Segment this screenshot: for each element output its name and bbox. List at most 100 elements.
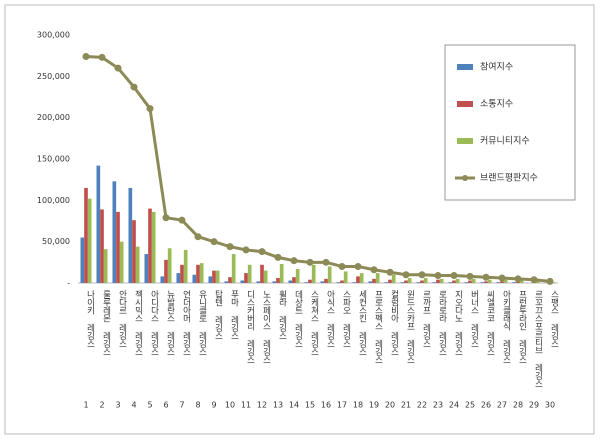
legend-label: 커뮤니티지수 [480,136,530,147]
x-tick-label: 탑텐 레깅스 [213,289,223,339]
x-tick-label: 안다르 레깅스 [117,289,127,347]
line-marker [242,246,250,254]
rank-label: 5 [147,401,152,410]
rank-label: 28 [513,401,523,410]
bar [439,278,444,283]
line-marker [162,214,170,222]
line-marker [338,262,346,270]
bar [391,274,396,283]
x-tick-label: 아디다스 레깅스 [149,289,159,355]
bar [503,279,508,283]
bar [487,279,492,283]
bar [148,208,152,283]
y-tick-label: - [67,279,70,288]
bar [368,281,373,283]
bar [135,246,140,283]
x-tick-label: 세컨스킨 레깅스 [357,290,367,356]
line-marker [226,243,234,251]
x-tick-label: 룰루레몬 레깅스 [101,290,111,356]
bar [343,271,348,283]
bar [551,282,556,283]
line-marker [546,277,554,285]
x-tick-label: 지오다노 레깅스 [453,290,463,356]
line-marker [290,257,298,265]
x-tick-label: 아식스 레깅스 [325,289,335,347]
bar [292,277,296,283]
bar [484,281,488,283]
line-marker [130,83,138,91]
bar [164,259,168,283]
rank-label: 1 [83,401,88,410]
bar [327,266,332,283]
rank-label: 12 [257,401,267,410]
rank-label: 4 [131,401,136,410]
bar [151,211,156,283]
bar [400,282,405,283]
bar [231,254,236,283]
bar [311,264,316,283]
line-marker [418,271,426,279]
x-tick-label: 버너스 레깅스 [469,289,479,347]
bar [519,280,524,283]
bar [192,274,197,283]
line-marker [514,275,522,283]
bar [452,280,456,283]
bar [320,281,325,283]
bar [352,282,357,283]
rank-label: 27 [497,401,507,410]
line-marker [98,53,106,61]
bar [464,282,469,283]
bar [116,211,120,283]
x-tick-label: 윈드스카프 레깅스 [405,290,415,364]
bar [468,280,472,283]
x-tick-label: 르꼬끄스포르티브 레깅스 [533,290,543,388]
bar [324,278,328,283]
x-tick-label: 나이키 레깅스 [85,290,95,348]
bar [448,282,453,283]
bar [84,187,88,283]
rank-label: 2 [99,401,104,410]
rank-label: 21 [401,401,411,410]
bar [103,249,108,283]
bar [183,249,188,283]
rank-label: 18 [353,401,363,410]
rank-label: 22 [417,401,427,410]
bar [359,273,364,283]
rank-label: 15 [305,401,315,410]
bar [167,248,172,283]
legend-box [444,44,576,201]
bar [512,282,517,283]
y-tick-label: 50,000 [42,237,70,246]
legend-symbol [462,175,468,181]
line-marker [482,273,490,281]
bar [160,276,165,283]
x-tick-label: 뉴발란스 레깅스 [165,290,175,356]
bar [119,241,124,283]
bar [196,264,200,283]
rank-label: 13 [273,401,283,410]
bar [228,277,232,283]
bar [215,270,220,283]
rank-label: 20 [385,401,395,410]
x-tick-label: 유니클로 레깅스 [197,290,207,356]
bar [496,282,501,283]
bar [304,282,309,283]
rank-label: 9 [211,401,216,410]
bar [436,279,440,283]
rank-label: 10 [225,401,235,410]
bar [212,270,216,283]
y-tick-label: 100,000 [37,196,70,205]
bar [404,280,408,283]
bar [208,276,213,283]
bar [407,278,412,283]
bar [247,264,252,283]
line-marker [114,64,122,72]
line-marker [466,272,474,280]
bar [432,282,437,283]
line-marker [210,238,218,246]
bar [224,281,229,283]
bar [500,281,504,283]
bar [295,268,300,283]
bar [272,281,277,283]
